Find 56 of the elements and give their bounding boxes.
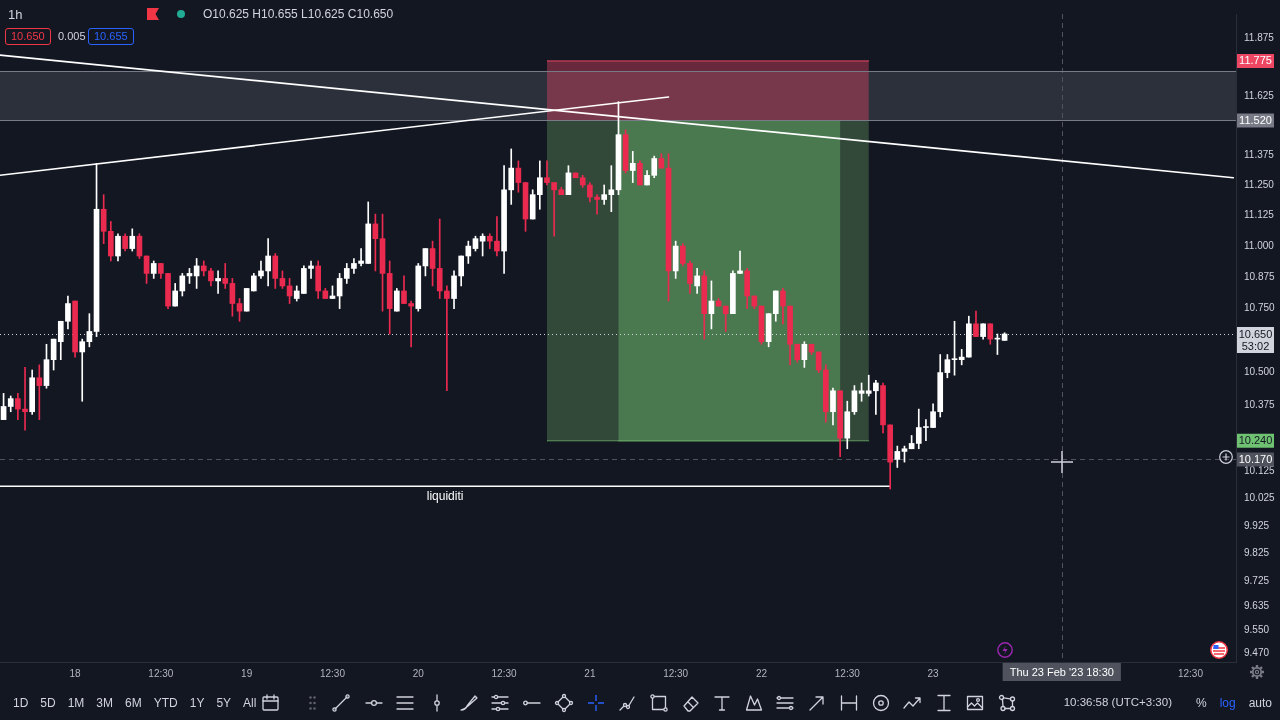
text: 1Y — [189, 696, 205, 710]
x-tick-label: 12:30 — [491, 667, 518, 679]
y-tick-label: 11.250 — [1244, 178, 1275, 190]
text: 53:02 — [1241, 339, 1270, 352]
ref-line-label: Thu 23 Feb '23 18:30 — [1009, 665, 1114, 678]
text: log — [1219, 696, 1236, 710]
ref-line-label: 10.170 — [1238, 452, 1273, 465]
x-tick-label: 12:30 — [148, 667, 174, 679]
y-tick-label: 9.925 — [1244, 519, 1270, 531]
x-tick-label: 12:30 — [319, 667, 346, 679]
text: 6M — [125, 696, 142, 710]
ref-line-label: 10.650 — [1238, 327, 1273, 340]
annotation: 10.655 — [88, 28, 134, 45]
y-tick-label: 10.125 — [1244, 465, 1276, 477]
y-tick-label: 10.025 — [1244, 492, 1276, 504]
text: 1D — [13, 696, 29, 710]
y-tick-label: 11.875 — [1244, 31, 1275, 43]
ref-line-label: 11.520 — [1239, 114, 1272, 127]
x-tick-label: 20 — [412, 667, 425, 679]
annotation: 0.005 — [58, 30, 86, 42]
text: 5Y — [216, 696, 232, 710]
x-tick-label: 19 — [241, 667, 253, 679]
y-tick-label: 9.470 — [1244, 647, 1270, 659]
annotation: 10.650 — [5, 28, 51, 45]
annotation: 10.240 — [1238, 434, 1273, 447]
y-tick-label: 11.000 — [1244, 239, 1275, 251]
text: All — [243, 696, 257, 710]
y-tick-label: 10.375 — [1244, 398, 1276, 410]
x-tick-label: 12:30 — [1177, 667, 1204, 679]
y-tick-label: 11.375 — [1244, 148, 1275, 160]
annotation: O10.625 H10.655 L10.625 C10.650 — [203, 7, 394, 21]
text: 3M — [96, 696, 114, 710]
series-label: liquiditi — [426, 488, 464, 503]
x-tick-label: 23 — [927, 667, 940, 679]
x-tick-label: 18 — [69, 667, 82, 679]
chart-title: 1h — [8, 7, 23, 22]
text: % — [1196, 696, 1207, 710]
y-tick-label: 10.750 — [1244, 302, 1276, 314]
y-tick-label: 11.625 — [1244, 89, 1275, 101]
text: 1M — [67, 696, 85, 710]
y-tick-label: 9.825 — [1244, 547, 1270, 559]
y-tick-label: 10.500 — [1244, 366, 1276, 378]
x-tick-label: 12:30 — [663, 667, 689, 679]
y-tick-label: 10.875 — [1244, 270, 1276, 282]
y-tick-label: 9.725 — [1244, 574, 1270, 586]
text: auto — [1248, 696, 1273, 710]
x-tick-label: 12:30 — [834, 667, 861, 679]
y-tick-label: 11.125 — [1244, 209, 1275, 221]
text: 10:36:58 (UTC+3:30) — [1063, 696, 1172, 709]
annotation: 11.775 — [1239, 54, 1272, 67]
y-tick-label: 9.635 — [1244, 600, 1270, 612]
text: 5D — [40, 696, 56, 710]
x-tick-label: 21 — [584, 667, 596, 679]
x-tick-label: 22 — [755, 667, 768, 679]
y-tick-label: 9.550 — [1244, 624, 1270, 636]
text: YTD — [153, 696, 178, 710]
